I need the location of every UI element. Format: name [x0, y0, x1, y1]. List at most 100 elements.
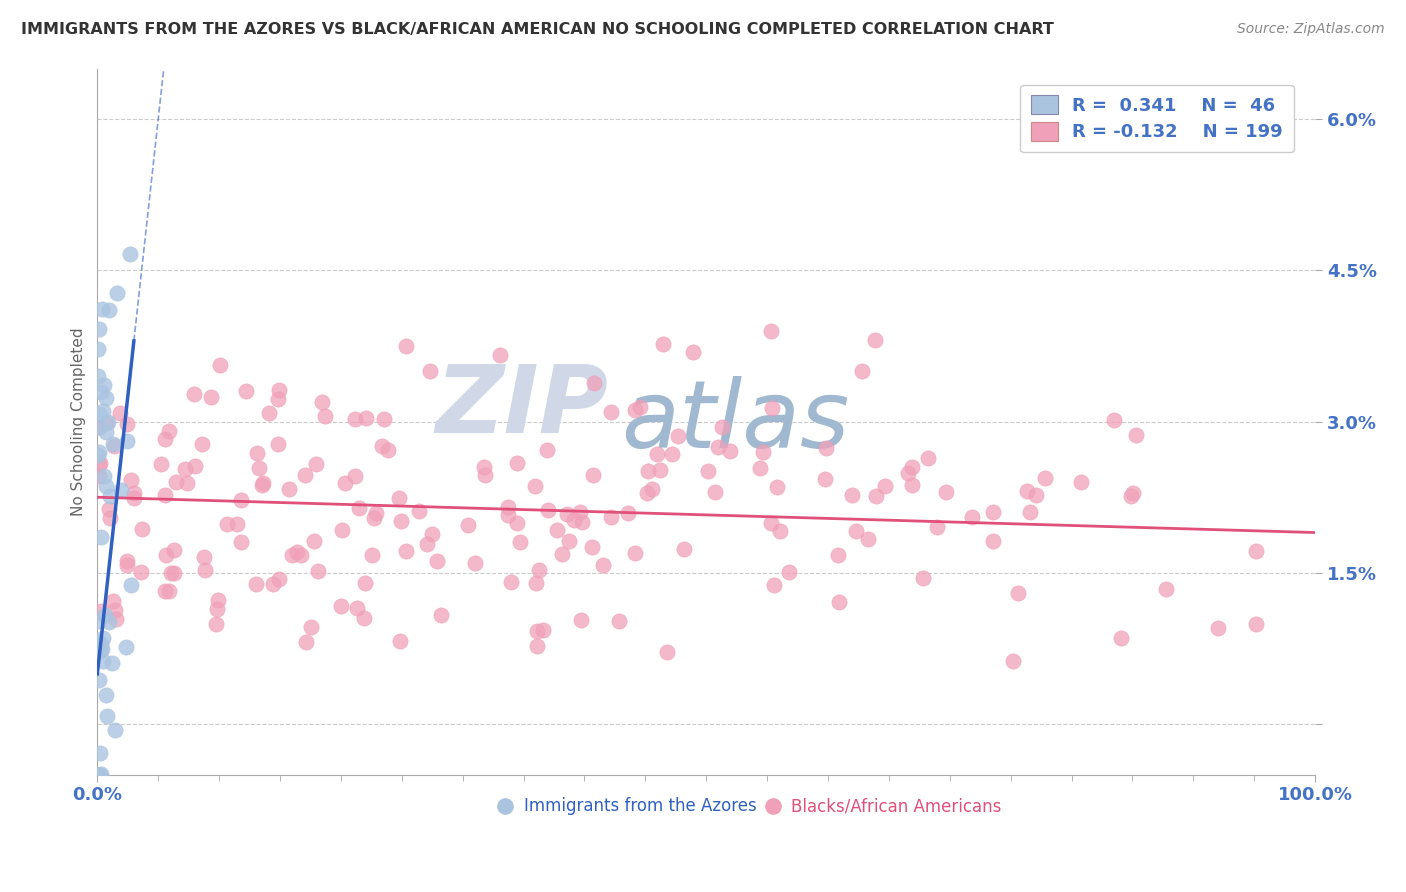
Point [1102, 413, 1125, 427]
Point [93, 469, 115, 483]
Point [110, 483, 132, 497]
Point [280, 549, 302, 563]
Point [229, 493, 252, 508]
Point [582, 468, 605, 483]
Point [252, 475, 274, 490]
Point [90, 766, 112, 780]
Point [636, 485, 658, 500]
Point [389, 514, 412, 528]
Point [115, 434, 138, 449]
Point [259, 405, 281, 419]
Point [762, 578, 785, 592]
Point [856, 533, 879, 547]
Point [917, 450, 939, 465]
Point [87, 445, 110, 459]
Point [204, 617, 226, 632]
Point [93, 377, 115, 392]
Point [299, 620, 322, 634]
Point [1007, 586, 1029, 600]
Point [153, 584, 176, 599]
Text: Immigrants from the Azores: Immigrants from the Azores [523, 797, 756, 815]
Point [901, 459, 924, 474]
Point [356, 411, 378, 425]
Point [277, 482, 299, 496]
Point [759, 324, 782, 338]
Point [1119, 489, 1142, 503]
Point [157, 584, 180, 599]
Point [569, 505, 592, 519]
Point [193, 550, 215, 565]
Point [115, 558, 138, 573]
Point [176, 475, 198, 490]
Point [86, 767, 108, 781]
Point [657, 645, 679, 659]
Point [94, 425, 117, 440]
Point [267, 436, 290, 450]
Point [526, 640, 548, 654]
Point [524, 576, 547, 591]
Point [711, 419, 734, 434]
Point [155, 548, 177, 562]
Point [623, 546, 645, 560]
Point [650, 463, 672, 477]
Point [911, 571, 934, 585]
Point [388, 491, 411, 505]
Point [373, 412, 395, 426]
Point [628, 400, 651, 414]
Point [661, 447, 683, 461]
Point [377, 443, 399, 458]
Point [194, 563, 217, 577]
Point [430, 608, 453, 623]
Point [163, 542, 186, 557]
Point [558, 534, 581, 549]
Point [89, 614, 111, 628]
Point [865, 489, 887, 503]
Point [200, 390, 222, 404]
Point [361, 548, 384, 562]
Point [101, 594, 124, 608]
Point [120, 246, 142, 260]
Point [897, 466, 920, 480]
Point [703, 484, 725, 499]
Point [333, 476, 356, 491]
Point [207, 592, 229, 607]
Point [609, 614, 631, 628]
Point [637, 464, 659, 478]
Point [245, 577, 267, 591]
Point [235, 384, 257, 398]
Point [509, 535, 531, 549]
Point [89, 644, 111, 658]
Point [718, 443, 741, 458]
Point [131, 522, 153, 536]
Point [506, 516, 529, 531]
Point [827, 549, 849, 563]
Point [267, 392, 290, 406]
Point [89, 673, 111, 687]
Point [191, 437, 214, 451]
Point [1015, 483, 1038, 498]
Point [131, 565, 153, 579]
Point [174, 461, 197, 475]
Point [617, 506, 640, 520]
Point [474, 468, 496, 483]
Point [505, 456, 527, 470]
Point [536, 442, 558, 457]
Point [208, 359, 231, 373]
Point [499, 574, 522, 589]
Point [89, 767, 111, 781]
Point [311, 394, 333, 409]
Point [98, 489, 121, 503]
Point [408, 504, 430, 518]
Point [419, 363, 441, 377]
Point [103, 437, 125, 451]
Point [1070, 475, 1092, 489]
Point [370, 439, 392, 453]
Point [250, 478, 273, 492]
Point [472, 460, 495, 475]
Point [583, 376, 606, 390]
Legend: R =  0.341    N =  46, R = -0.132    N = 199: R = 0.341 N = 46, R = -0.132 N = 199 [1021, 85, 1294, 153]
Point [205, 601, 228, 615]
Point [537, 503, 560, 517]
Point [104, 603, 127, 617]
Point [120, 473, 142, 487]
